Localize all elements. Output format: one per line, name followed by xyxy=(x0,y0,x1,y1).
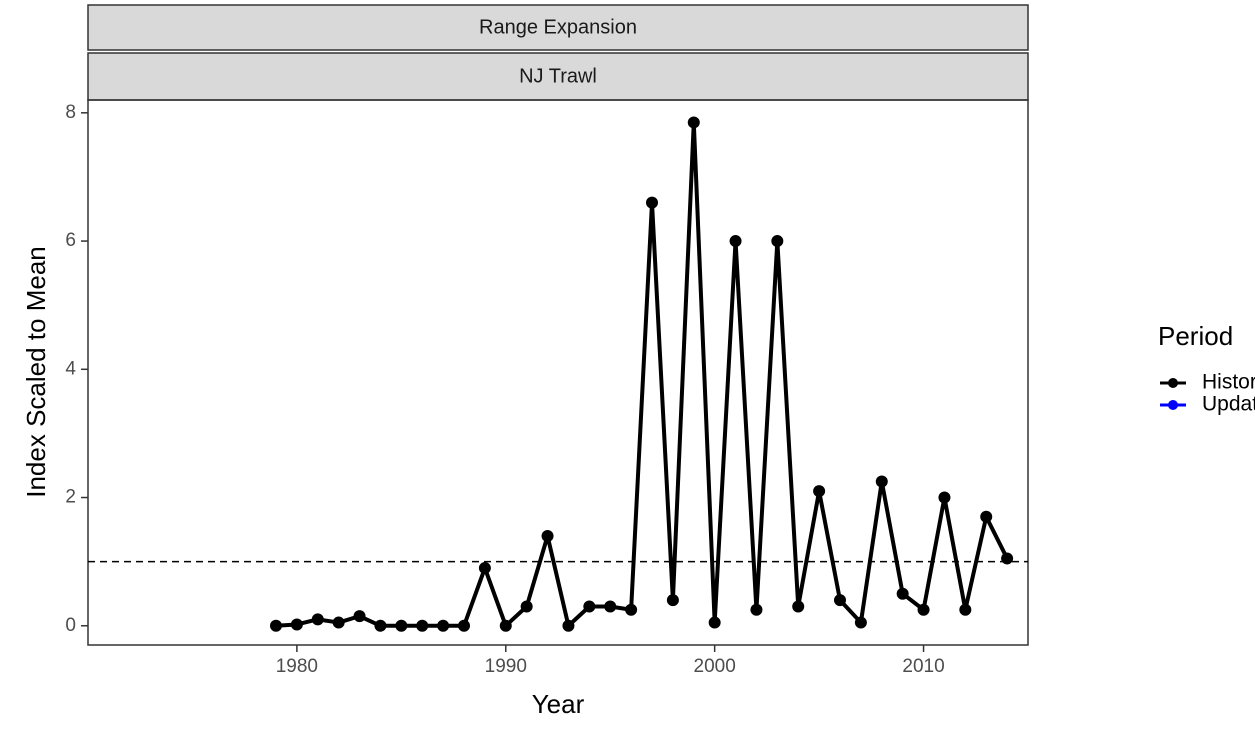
data-point xyxy=(938,491,951,504)
data-point xyxy=(959,603,972,616)
data-point xyxy=(854,616,867,629)
data-point xyxy=(395,619,408,632)
x-tick-label: 2000 xyxy=(694,656,736,677)
legend-key-point xyxy=(1168,378,1178,388)
x-tick-label: 2010 xyxy=(902,656,944,677)
data-point xyxy=(604,600,617,613)
data-point xyxy=(771,235,784,248)
data-point xyxy=(646,196,658,209)
data-point xyxy=(416,619,429,632)
data-point xyxy=(583,600,596,613)
data-point xyxy=(813,485,826,498)
data-point xyxy=(708,616,721,629)
data-point xyxy=(834,594,846,607)
y-tick-label: 2 xyxy=(65,487,76,508)
strip-box xyxy=(87,4,1029,51)
y-axis-title: Index Scaled to Mean xyxy=(21,246,51,498)
y-tick-label: 8 xyxy=(65,102,76,123)
data-point xyxy=(478,562,491,575)
data-point xyxy=(917,603,930,616)
legend-label: Update xyxy=(1202,393,1255,416)
data-point xyxy=(750,603,763,616)
data-point xyxy=(458,619,470,632)
data-point xyxy=(875,475,888,488)
data-point xyxy=(311,613,324,626)
data-point xyxy=(353,610,366,623)
y-tick-label: 6 xyxy=(65,230,76,251)
data-point xyxy=(332,616,345,629)
panel-border xyxy=(87,99,1029,646)
data-point xyxy=(437,619,450,632)
data-point xyxy=(896,587,909,600)
x-tick-label: 1990 xyxy=(485,656,527,677)
x-axis-title: Year xyxy=(532,689,585,719)
data-point xyxy=(499,619,512,632)
y-tick-label: 0 xyxy=(65,615,76,636)
data-point xyxy=(792,600,805,613)
strip-label: Range Expansion xyxy=(479,16,637,38)
strip-box xyxy=(87,52,1029,101)
data-point xyxy=(374,619,387,632)
data-point xyxy=(1001,552,1014,565)
data-point xyxy=(687,116,700,129)
y-tick-label: 4 xyxy=(65,358,76,379)
data-point xyxy=(666,594,679,607)
data-point xyxy=(562,619,575,632)
data-point xyxy=(541,530,554,542)
data-point xyxy=(980,510,993,523)
data-point xyxy=(520,600,533,613)
strip-label: NJ Trawl xyxy=(519,65,597,87)
x-tick-label: 1980 xyxy=(276,656,318,677)
data-point xyxy=(729,235,742,248)
legend-title: Period xyxy=(1158,321,1233,351)
data-point xyxy=(270,619,282,632)
data-point xyxy=(290,618,303,631)
legend-label: Historical xyxy=(1202,371,1255,394)
legend-key-point xyxy=(1168,400,1178,410)
data-point xyxy=(625,603,638,616)
series-line xyxy=(275,120,1009,628)
